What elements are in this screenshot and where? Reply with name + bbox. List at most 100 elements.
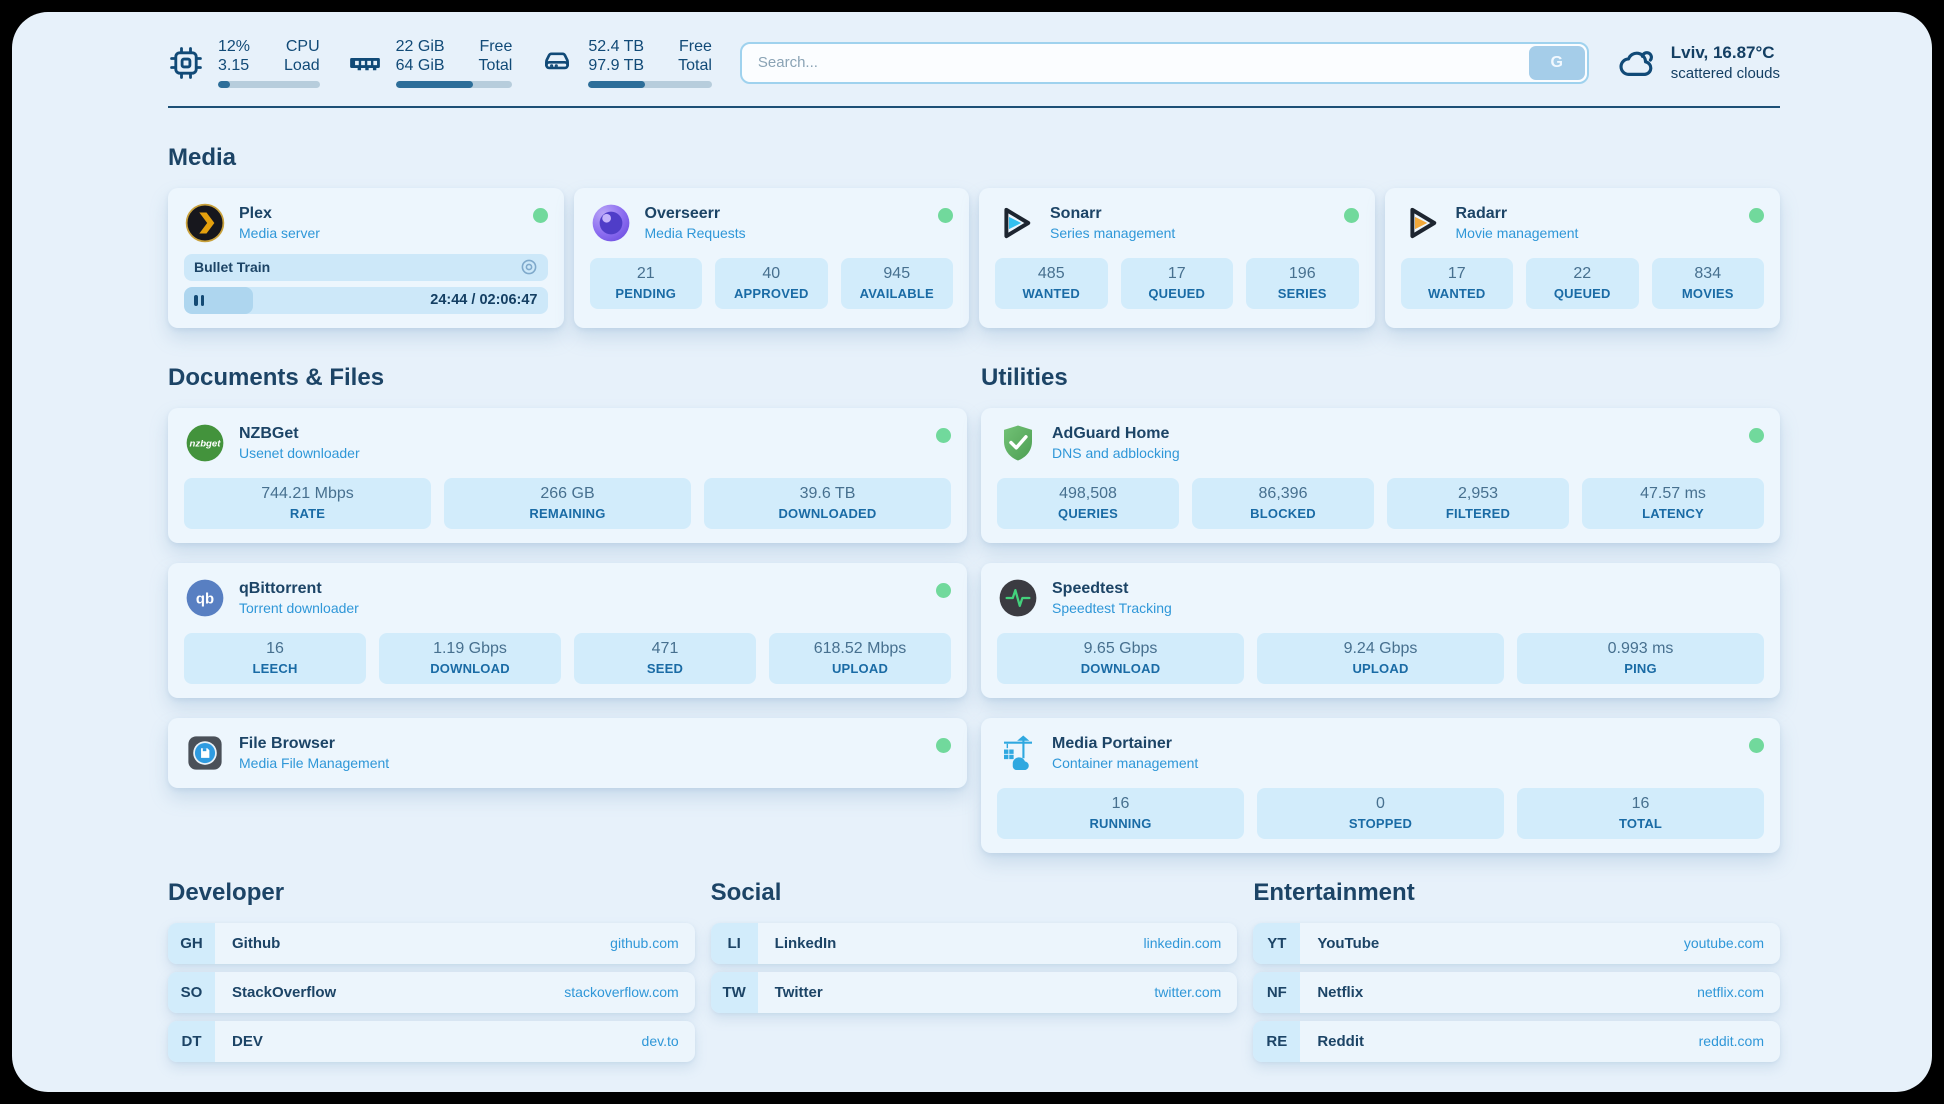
bookmark-name: YouTube bbox=[1317, 934, 1380, 952]
bookmark-netflix[interactable]: NF Netflix netflix.com bbox=[1253, 971, 1780, 1013]
bookmark-group-social: Social LI LinkedIn linkedin.com TW Twitt… bbox=[710, 878, 1238, 1070]
bookmark-name: Reddit bbox=[1317, 1032, 1364, 1050]
memory-free-value: 22 GiB bbox=[395, 38, 445, 55]
app-name: Overseerr bbox=[644, 204, 721, 222]
app-subtitle: DNS and adblocking bbox=[1052, 444, 1180, 461]
memory-progress-fill bbox=[395, 80, 473, 88]
search-engine-button[interactable]: G bbox=[1528, 45, 1585, 80]
bookmark-abbr: NF bbox=[1253, 971, 1301, 1013]
app-subtitle: Movie management bbox=[1455, 224, 1579, 241]
status-dot-online bbox=[532, 207, 548, 223]
app-name: AdGuard Home bbox=[1052, 424, 1170, 442]
app-name: Plex bbox=[239, 204, 272, 222]
stat-download: 9.65 Gbps DOWNLOAD bbox=[997, 632, 1244, 684]
app-card-plex[interactable]: Plex Media server Bullet Train 24:44 / 0… bbox=[168, 187, 564, 328]
stat-available: 945 AVAILABLE bbox=[840, 257, 953, 309]
memory-stat: 22 GiB Free 64 GiB Total bbox=[348, 38, 513, 88]
bookmark-abbr: SO bbox=[168, 971, 215, 1013]
stat-ping: 0.993 ms PING bbox=[1517, 632, 1764, 684]
stat-approved: 40 APPROVED bbox=[715, 257, 828, 309]
app-card-filebrowser[interactable]: File Browser Media File Management bbox=[168, 717, 967, 788]
app-name: Speedtest bbox=[1052, 579, 1129, 597]
weather-widget: Lviv, 16.87°C scattered clouds bbox=[1617, 42, 1780, 84]
section-title-social: Social bbox=[710, 878, 782, 906]
disk-progress-fill bbox=[588, 80, 646, 88]
app-subtitle: Speedtest Tracking bbox=[1052, 599, 1172, 616]
weather-condition: scattered clouds bbox=[1670, 65, 1780, 83]
bookmark-url: netflix.com bbox=[1697, 984, 1764, 1001]
app-card-adguard[interactable]: AdGuard Home DNS and adblocking 498,508 … bbox=[981, 407, 1780, 543]
stat-downloaded: 39.6 TB DOWNLOADED bbox=[704, 477, 951, 529]
bookmark-url: stackoverflow.com bbox=[564, 984, 679, 1001]
app-card-nzbget[interactable]: nzbget NZBGet Usenet downloader 744.21 M… bbox=[168, 407, 967, 543]
app-name: File Browser bbox=[239, 734, 336, 752]
status-dot-online bbox=[1749, 207, 1764, 223]
cpu-progress-fill bbox=[218, 80, 231, 88]
header-divider bbox=[168, 105, 1780, 108]
disk-icon bbox=[545, 52, 570, 70]
bookmark-stackoverflow[interactable]: SO StackOverflow stackoverflow.com bbox=[168, 971, 695, 1013]
bookmark-twitter[interactable]: TW Twitter twitter.com bbox=[710, 971, 1238, 1013]
qbittorrent-icon: qb bbox=[186, 579, 224, 617]
disk-progress-bar bbox=[588, 80, 712, 88]
app-subtitle: Media Requests bbox=[644, 224, 746, 241]
stat-running: 16 RUNNING bbox=[997, 787, 1244, 839]
app-card-portainer[interactable]: Media Portainer Container management 16 … bbox=[981, 717, 1780, 853]
disk-stat: 52.4 TB Free 97.9 TB Total bbox=[540, 38, 712, 88]
app-card-radarr[interactable]: Radarr Movie management 17 WANTED 22 QUE… bbox=[1384, 187, 1780, 328]
bookmark-reddit[interactable]: RE Reddit reddit.com bbox=[1253, 1020, 1780, 1062]
disk-total-label: Total bbox=[678, 57, 712, 75]
now-playing-title: Bullet Train bbox=[194, 259, 271, 276]
stat-queued: 22 QUEUED bbox=[1526, 257, 1639, 309]
stat-leech: 16 LEECH bbox=[184, 632, 366, 684]
adguard-icon bbox=[1004, 425, 1032, 461]
app-subtitle: Container management bbox=[1052, 754, 1199, 771]
bookmark-abbr: YT bbox=[1253, 922, 1301, 964]
cpu-load-value: 3.15 bbox=[218, 57, 250, 75]
app-card-sonarr[interactable]: Sonarr Series management 485 WANTED 17 Q… bbox=[979, 187, 1375, 328]
bookmark-name: DEV bbox=[232, 1032, 263, 1050]
cpu-label: CPU bbox=[285, 38, 320, 55]
memory-free-label: Free bbox=[479, 38, 513, 55]
disk-total-value: 97.9 TB bbox=[588, 57, 645, 75]
app-card-qbittorrent[interactable]: qb qBittorrent Torrent downloader 16 LEE… bbox=[168, 562, 967, 698]
stat-seed: 471 SEED bbox=[574, 632, 756, 684]
status-dot-online bbox=[1749, 737, 1764, 753]
bookmark-name: Netflix bbox=[1317, 983, 1364, 1001]
filebrowser-icon bbox=[188, 736, 222, 770]
stat-blocked: 86,396 BLOCKED bbox=[1192, 477, 1374, 529]
app-name: Radarr bbox=[1455, 204, 1508, 222]
bookmark-name: Twitter bbox=[774, 983, 823, 1001]
bookmark-abbr: GH bbox=[168, 922, 215, 964]
app-name: Sonarr bbox=[1050, 204, 1102, 222]
cpu-stat: 12% CPU 3.15 Load bbox=[168, 38, 320, 88]
disk-free-value: 52.4 TB bbox=[588, 38, 645, 55]
status-dot-online bbox=[936, 582, 951, 598]
app-name: Media Portainer bbox=[1052, 734, 1173, 752]
bookmark-name: Github bbox=[232, 934, 281, 952]
bookmark-abbr: LI bbox=[710, 922, 758, 964]
dashboard-panel: 12% CPU 3.15 Load 22 GiB Free 64 GiB bbox=[12, 12, 1932, 1092]
stat-upload: 618.52 Mbps UPLOAD bbox=[769, 632, 951, 684]
plex-icon bbox=[185, 203, 225, 243]
bookmark-github[interactable]: GH Github github.com bbox=[168, 922, 695, 964]
bookmark-dev[interactable]: DT DEV dev.to bbox=[168, 1020, 695, 1062]
section-title-documents: Documents & Files bbox=[168, 363, 385, 391]
bookmark-youtube[interactable]: YT YouTube youtube.com bbox=[1253, 922, 1780, 964]
stat-remaining: 266 GB REMAINING bbox=[444, 477, 691, 529]
bookmark-linkedin[interactable]: LI LinkedIn linkedin.com bbox=[710, 922, 1238, 964]
app-name: NZBGet bbox=[239, 424, 299, 442]
sonarr-icon bbox=[1004, 207, 1031, 238]
bookmark-abbr: TW bbox=[710, 971, 758, 1013]
section-title-media: Media bbox=[168, 143, 237, 171]
search-input[interactable] bbox=[739, 41, 1589, 84]
stat-queries: 498,508 QUERIES bbox=[997, 477, 1179, 529]
app-card-overseerr[interactable]: Overseerr Media Requests 21 PENDING 40 A… bbox=[573, 187, 969, 328]
session-video-icon bbox=[521, 259, 536, 275]
playback-progress-fill bbox=[184, 286, 254, 314]
stat-wanted: 17 WANTED bbox=[1400, 257, 1513, 309]
cpu-usage-value: 12% bbox=[218, 38, 251, 55]
stat-filtered: 2,953 FILTERED bbox=[1387, 477, 1569, 529]
bookmark-url: reddit.com bbox=[1698, 1033, 1764, 1050]
app-card-speedtest[interactable]: Speedtest Speedtest Tracking 9.65 Gbps D… bbox=[981, 562, 1780, 698]
